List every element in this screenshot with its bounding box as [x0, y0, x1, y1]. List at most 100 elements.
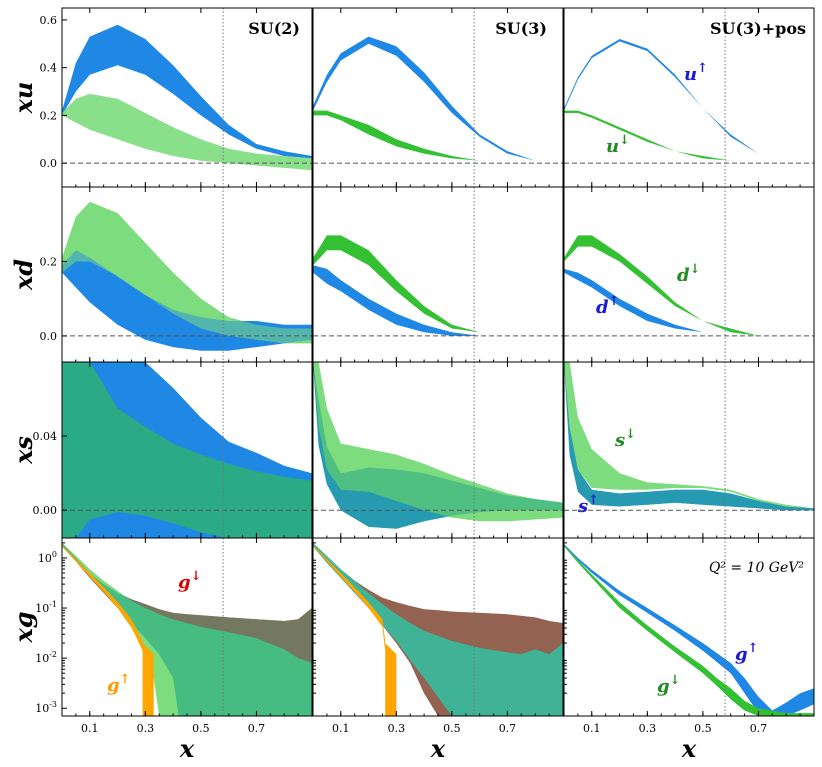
y-tick-label: 0.00	[33, 504, 58, 517]
label-g-down-pos-arrow: ↓	[670, 673, 681, 688]
panel-s-1	[312, 361, 564, 539]
q2-label: Q² = 10 GeV²	[709, 560, 805, 576]
label-u-up-base: u	[684, 64, 697, 85]
band-s↓	[564, 362, 814, 509]
y-tick-label: 100	[38, 550, 57, 565]
panel-d-0	[61, 186, 313, 363]
panel-d-2	[563, 186, 815, 363]
x-tick-label: 0.3	[639, 722, 657, 735]
label-g-up-pos-arrow: ↑	[748, 641, 759, 656]
tick-exp: -3	[49, 700, 57, 709]
label-s-up-arrow: ↑	[588, 493, 599, 508]
col-title-su2: SU(2)	[248, 19, 300, 38]
bands	[564, 235, 814, 336]
label-d-down-base: d	[677, 265, 690, 286]
band-s↑	[564, 362, 814, 511]
label-s-up: s↑	[577, 493, 599, 517]
y-tick-label: 0.2	[40, 255, 58, 268]
y-tick-label: 0.4	[40, 62, 58, 75]
label-u-down-arrow: ↓	[619, 133, 630, 148]
x-tick-label: 0.1	[583, 722, 601, 735]
band-d↓	[313, 235, 563, 336]
label-g-up-su2-arrow: ↑	[120, 672, 131, 687]
band-d↓	[62, 201, 312, 344]
x-axis-label: x	[179, 734, 195, 763]
panel-g-1	[312, 537, 564, 717]
tick-base: 10	[38, 552, 52, 565]
bands	[62, 201, 312, 351]
tick-base: 10	[35, 602, 49, 615]
panel-d-1	[312, 186, 564, 363]
band-u↑	[564, 39, 814, 164]
panel-s-0	[61, 361, 313, 539]
band-d↑	[313, 265, 563, 336]
label-s-up-base: s	[577, 496, 588, 517]
x-tick-label: 0.3	[388, 722, 406, 735]
panel-g-2	[563, 537, 815, 717]
label-u-up-arrow: ↑	[697, 61, 708, 76]
label-u-down-base: u	[606, 136, 619, 157]
col-title-su3pos: SU(3)+pos	[710, 19, 806, 38]
band-u↑	[62, 24, 312, 159]
label-d-up-base: d	[596, 297, 609, 318]
band-u↓	[313, 110, 563, 164]
band-s↑	[313, 362, 563, 529]
label-s-down-arrow: ↓	[625, 427, 636, 442]
col-title-su3: SU(3)	[495, 19, 547, 38]
band-u↓	[564, 110, 814, 164]
label-g-down-pos-base: g	[657, 676, 670, 697]
band-u↓	[62, 93, 312, 171]
x-tick-label: 0.5	[694, 722, 712, 735]
label-u-up: u↑	[684, 61, 708, 85]
x-tick-label: 0.5	[443, 722, 461, 735]
label-u-down: u↓	[606, 133, 630, 157]
x-tick-label: 0.7	[248, 722, 266, 735]
label-g-up-pos: g↑	[735, 641, 759, 665]
label-g-down-pos: g↓	[657, 673, 681, 697]
tick-base: 10	[35, 652, 49, 665]
y-tick-label: 0.0	[40, 330, 58, 343]
label-g-up-su2: g↑	[107, 672, 131, 696]
tick-base: 10	[35, 702, 49, 715]
y-tick-label: 0.04	[33, 430, 58, 443]
panel-g-0	[61, 537, 313, 717]
y-axis-label: xu	[9, 82, 38, 115]
y-tick-label: 0.0	[40, 157, 58, 170]
x-tick-label: 0.1	[81, 722, 99, 735]
label-g-down-su2-base: g	[178, 572, 191, 593]
x-tick-label: 0.7	[499, 722, 517, 735]
band-g-up-orange	[142, 643, 154, 716]
label-g-down-su2: g↓	[178, 569, 202, 593]
bands	[564, 39, 814, 164]
bands	[62, 24, 312, 171]
tick-exp: 0	[52, 550, 57, 559]
panel-s-2	[563, 361, 815, 539]
band-d↓	[564, 235, 814, 336]
y-axis-label: xs	[9, 436, 38, 465]
x-axis-label: x	[681, 734, 697, 763]
label-g-up-su2-base: g	[107, 675, 120, 696]
panel-frame	[563, 361, 815, 539]
band-s↓	[62, 362, 312, 538]
y-tick-label: 10-3	[35, 700, 57, 715]
label-g-up-pos-base: g	[735, 644, 748, 665]
label-s-down: s↓	[614, 427, 636, 451]
x-tick-label: 0.7	[750, 722, 768, 735]
label-d-up: d↑	[596, 294, 620, 318]
bands	[313, 36, 563, 164]
bands	[62, 362, 312, 538]
tick-exp: -2	[49, 650, 57, 659]
y-tick-label: 0.2	[40, 109, 58, 122]
bands	[313, 362, 563, 529]
band-g-up-orange-top	[62, 544, 143, 651]
band-g-up-orange	[385, 643, 397, 716]
bands	[564, 362, 814, 511]
y-tick-label: 10-2	[35, 650, 57, 665]
y-axis-label: xg	[9, 611, 38, 643]
label-s-down-base: s	[614, 430, 625, 451]
label-d-down: d↓	[677, 262, 701, 286]
x-tick-label: 0.1	[332, 722, 350, 735]
label-d-down-arrow: ↓	[690, 262, 701, 277]
bands	[62, 542, 312, 716]
